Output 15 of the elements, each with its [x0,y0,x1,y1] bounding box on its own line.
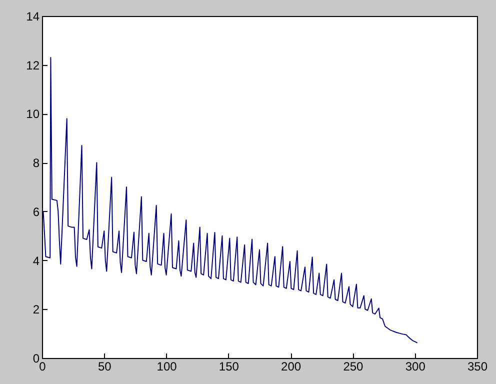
x-tick-label: 100 [156,360,178,374]
y-tick-label: 6 [32,204,40,219]
x-tick-label: 250 [343,360,364,374]
x-tick-label: 150 [218,360,240,374]
y-tick-label: 10 [26,107,40,122]
x-tick-label: 350 [467,360,488,374]
y-tick-label: 14 [26,10,40,24]
y-tick-label: 12 [26,58,40,72]
y-tick-label: 8 [32,156,40,170]
x-tick-label: 200 [281,360,302,374]
y-tick-label: 2 [32,302,40,317]
x-tick-label: 300 [405,360,426,374]
y-tick-label: 4 [32,254,40,268]
x-tick-label: 50 [98,360,112,374]
line-series [42,57,418,344]
